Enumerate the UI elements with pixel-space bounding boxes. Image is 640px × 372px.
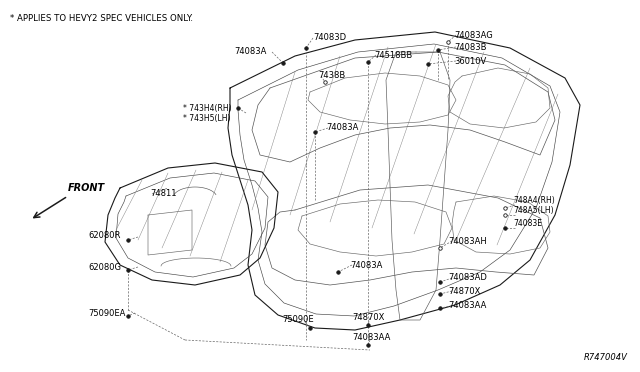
Text: FRONT: FRONT: [68, 183, 105, 193]
Text: 748A4(RH): 748A4(RH): [513, 196, 555, 205]
Text: 74083E: 74083E: [513, 219, 542, 228]
Text: 74083A: 74083A: [350, 260, 382, 269]
Text: 74083D: 74083D: [313, 33, 346, 42]
Text: 75090E: 75090E: [282, 315, 314, 324]
Text: 74083A: 74083A: [326, 124, 358, 132]
Text: 74083AA: 74083AA: [352, 334, 390, 343]
Text: 74870X: 74870X: [352, 314, 385, 323]
Text: 7438B: 7438B: [318, 71, 345, 80]
Text: 75090EA: 75090EA: [88, 308, 125, 317]
Text: 74083AG: 74083AG: [454, 31, 493, 39]
Text: 74083AD: 74083AD: [448, 273, 487, 282]
Text: 74518BB: 74518BB: [374, 51, 412, 60]
Text: 74811: 74811: [150, 189, 177, 199]
Text: 74083AA: 74083AA: [448, 301, 486, 311]
Text: R747004V: R747004V: [584, 353, 628, 362]
Text: 74083AH: 74083AH: [448, 237, 487, 246]
Text: * APPLIES TO HEVY2 SPEC VEHICLES ONLY.: * APPLIES TO HEVY2 SPEC VEHICLES ONLY.: [10, 14, 193, 23]
Text: 74870X: 74870X: [448, 286, 481, 295]
Text: * 743H5(LH): * 743H5(LH): [183, 113, 230, 122]
Text: 74083B: 74083B: [454, 42, 486, 51]
Text: 62080R: 62080R: [88, 231, 120, 240]
Text: 62080G: 62080G: [88, 263, 121, 272]
Text: 74083A: 74083A: [235, 48, 267, 57]
Text: * 743H4(RH): * 743H4(RH): [183, 103, 232, 112]
Text: 748A5(LH): 748A5(LH): [513, 206, 554, 215]
Text: 36010V: 36010V: [454, 58, 486, 67]
